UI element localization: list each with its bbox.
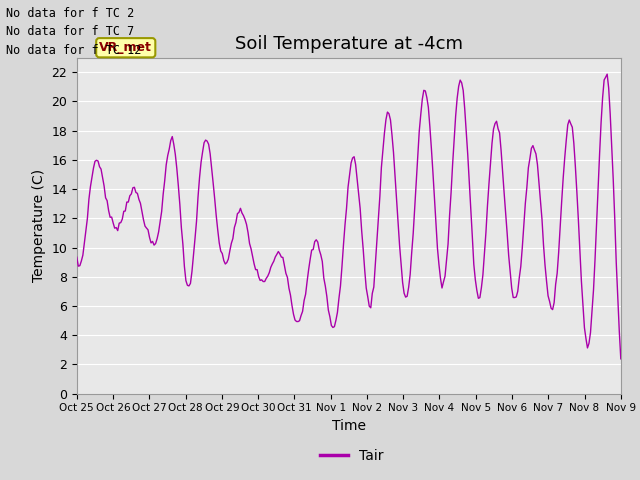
Text: No data for f TC 7: No data for f TC 7	[6, 25, 134, 38]
Text: No data for f TC 12: No data for f TC 12	[6, 44, 142, 57]
Legend: Tair: Tair	[315, 443, 389, 468]
Text: VR_met: VR_met	[99, 41, 152, 54]
Text: No data for f TC 2: No data for f TC 2	[6, 7, 134, 20]
X-axis label: Time: Time	[332, 419, 366, 433]
Y-axis label: Temperature (C): Temperature (C)	[31, 169, 45, 282]
Title: Soil Temperature at -4cm: Soil Temperature at -4cm	[235, 35, 463, 53]
